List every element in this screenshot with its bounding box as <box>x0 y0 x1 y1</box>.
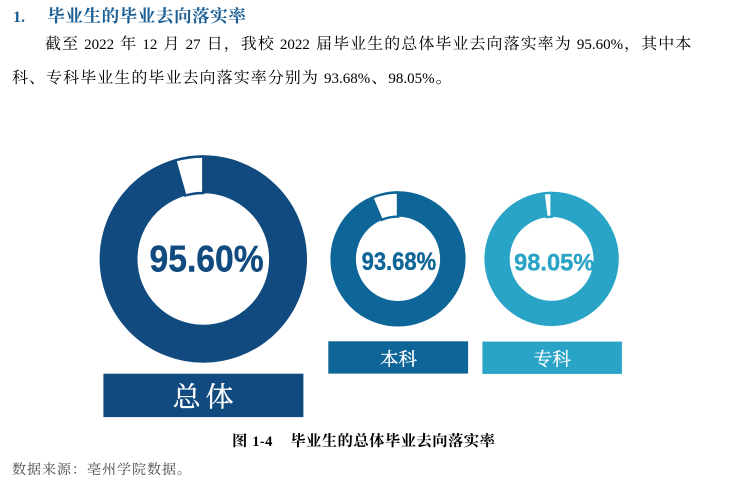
svg-text:专科: 专科 <box>534 345 572 371</box>
svg-text:93.68%: 93.68% <box>362 249 437 276</box>
svg-text:总体: 总体 <box>173 376 239 416</box>
svg-text:98.05%: 98.05% <box>514 249 594 276</box>
svg-text:95.60%: 95.60% <box>150 239 264 280</box>
svg-text:本科: 本科 <box>380 345 418 371</box>
